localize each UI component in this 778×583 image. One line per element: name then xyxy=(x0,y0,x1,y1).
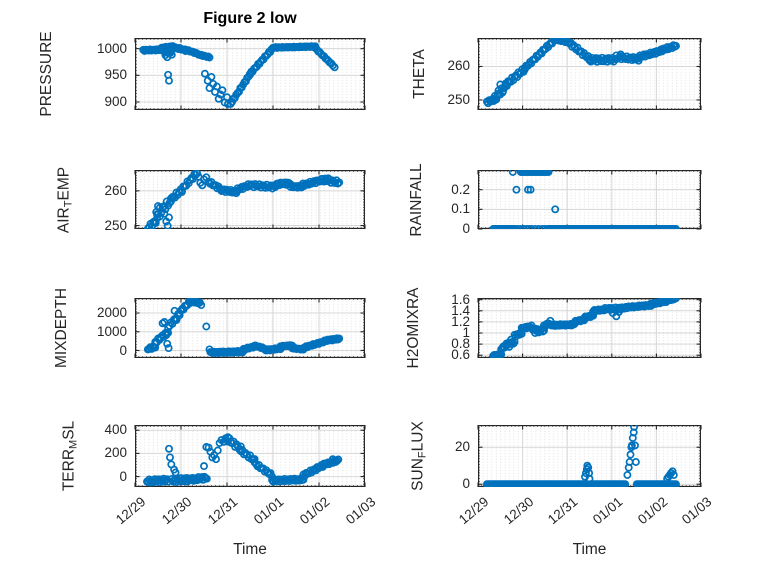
x-tick-label: 01/02 xyxy=(297,494,333,528)
y-axis-label-h2omixra: H2OMIXRA xyxy=(405,287,422,369)
y-axis-label-terr-msl: TERRMSL xyxy=(60,420,80,492)
y-tick-label: 1000 xyxy=(96,40,127,56)
y-tick-label: 900 xyxy=(104,94,127,109)
y-tick-label: 0.8 xyxy=(451,336,470,352)
x-axis-label-right: Time xyxy=(572,541,607,558)
figure-title: Figure 2 low xyxy=(203,10,297,27)
y-tick-label: 0 xyxy=(119,468,127,484)
x-tick-label: 01/01 xyxy=(251,494,287,528)
y-tick-label: 950 xyxy=(104,67,127,83)
x-tick-label: 12/31 xyxy=(205,494,241,528)
y-tick-label: 400 xyxy=(104,422,127,438)
y-tick-label: 0.6 xyxy=(451,347,470,363)
plot-theta xyxy=(477,38,702,111)
y-tick-label: 1 xyxy=(462,325,470,340)
data-points xyxy=(482,38,680,108)
x-tick-label: 12/30 xyxy=(500,494,537,528)
data-points xyxy=(489,298,680,358)
y-tick-label: 0 xyxy=(119,342,127,358)
x-tick-label: 01/03 xyxy=(343,494,379,528)
x-tick-label: 12/30 xyxy=(159,494,195,528)
y-tick-label: 260 xyxy=(104,182,127,198)
y-tick-label: 2000 xyxy=(96,305,127,320)
y-axis-label-sun-flux: SUNFLUX xyxy=(409,421,429,491)
y-axis-label-air-temp: AIRTEMP xyxy=(55,166,75,233)
y-tick-label: 0 xyxy=(462,221,470,236)
y-tick-label: 0.1 xyxy=(451,201,470,217)
data-points xyxy=(482,425,680,487)
x-tick-label: 01/02 xyxy=(634,494,671,528)
data-points xyxy=(143,298,344,358)
y-tick-label: 1000 xyxy=(96,323,127,339)
y-tick-label: 0.2 xyxy=(451,181,470,197)
x-tick-label: 12/29 xyxy=(113,494,149,528)
y-axis-label-mixdepth: MIXDEPTH xyxy=(53,287,70,369)
y-tick-label: 250 xyxy=(104,217,127,233)
x-axis-label-left: Time xyxy=(233,541,267,558)
x-tick-label: 12/31 xyxy=(545,494,581,528)
plot-terr-msl xyxy=(134,425,366,487)
y-tick-label: 250 xyxy=(447,91,470,107)
y-axis-label-pressure: PRESSURE xyxy=(38,31,55,117)
x-tick-label: 12/29 xyxy=(456,494,492,528)
x-tick-label: 01/01 xyxy=(589,494,626,528)
data-points xyxy=(143,170,344,229)
y-tick-label: 1.4 xyxy=(451,302,470,318)
y-tick-label: 0 xyxy=(462,476,470,492)
y-tick-label: 260 xyxy=(447,58,470,74)
plot-sun-flux xyxy=(477,425,702,487)
y-tick-label: 1.2 xyxy=(451,313,470,329)
y-tick-label: 1.6 xyxy=(451,291,470,307)
plot-mixdepth xyxy=(134,298,366,358)
data-points xyxy=(489,170,680,229)
y-axis-label-rainfall: RAINFALL xyxy=(408,162,425,237)
y-axis-label-theta: THETA xyxy=(411,49,428,99)
y-tick-label: 200 xyxy=(104,445,127,461)
data-points xyxy=(139,42,339,109)
y-tick-label: 20 xyxy=(454,439,470,455)
plot-pressure xyxy=(134,38,366,111)
plot-air-temp xyxy=(134,170,366,229)
plot-h2omixra xyxy=(477,298,702,358)
x-tick-label: 01/03 xyxy=(679,494,715,528)
data-points xyxy=(143,433,343,487)
plot-rainfall xyxy=(477,170,702,230)
